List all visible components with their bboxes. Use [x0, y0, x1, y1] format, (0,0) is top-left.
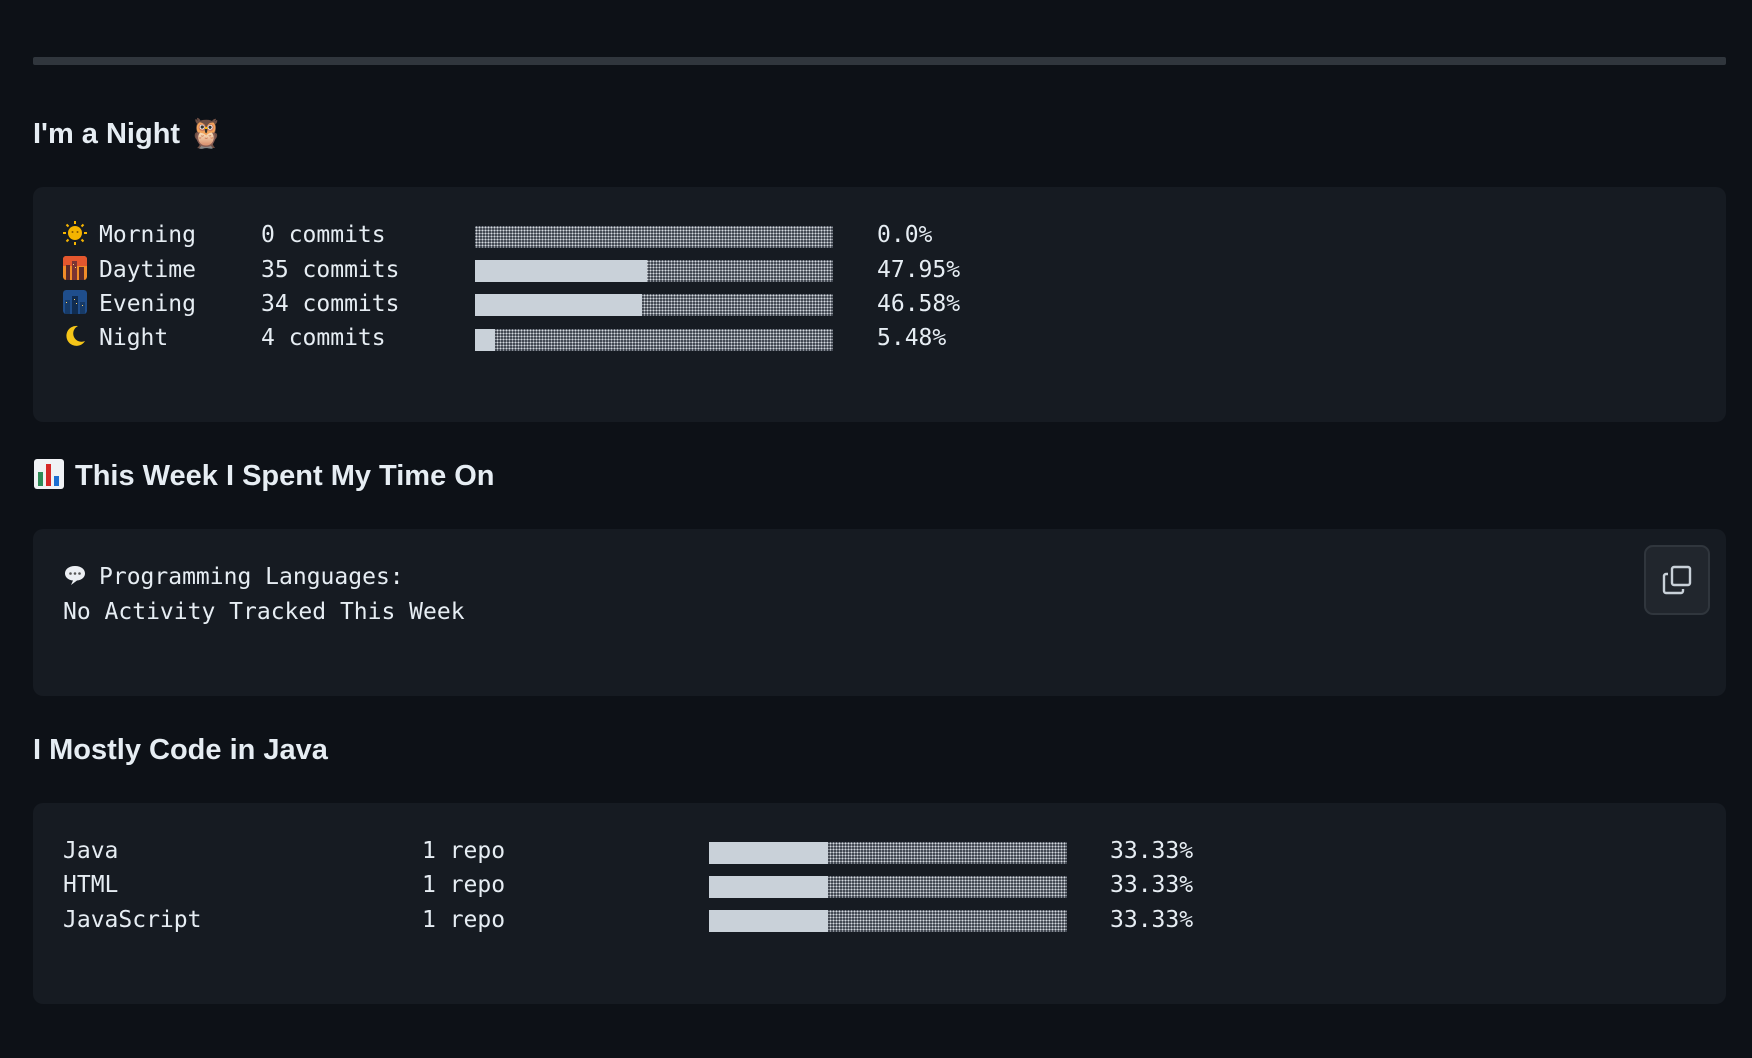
commit-count: 4 commits: [261, 325, 386, 351]
commit-progress-bar: [475, 226, 833, 248]
speech-bubble-icon: [65, 566, 85, 585]
commit-progress-bar: [475, 260, 833, 282]
commit-count: 0 commits: [261, 222, 386, 248]
night-owl-heading: I'm a Night 🦉: [33, 118, 225, 150]
commit-percent: 47.95%: [877, 257, 961, 283]
commit-label: Morning: [99, 222, 196, 248]
languages-heading: I Mostly Code in Java: [33, 734, 328, 766]
commit-progress-bar: [475, 294, 833, 316]
commit-label: Night: [99, 325, 169, 351]
languages-line: Programming Languages:: [63, 560, 404, 594]
crescent-moon-icon: [66, 325, 85, 346]
languages-code-block: [33, 803, 1726, 1004]
night-city-icon: [63, 290, 87, 314]
progress-fill: [709, 876, 829, 898]
commit-row-evening: Evening: [63, 287, 196, 321]
copy-button[interactable]: [1644, 545, 1710, 615]
commit-count: 35 commits: [261, 257, 400, 283]
languages-line-text: Programming Languages:: [99, 564, 404, 590]
cityscape-dusk-icon: [63, 256, 87, 280]
weekly-activity-code-block: [33, 529, 1726, 696]
commit-percent: 46.58%: [877, 291, 961, 317]
language-count: 1 repo: [422, 907, 506, 933]
language-count: 1 repo: [422, 838, 506, 864]
commit-row-night: Night: [63, 321, 168, 355]
language-percent: 33.33%: [1110, 872, 1194, 898]
progress-fill: [475, 294, 642, 316]
language-label: JavaScript: [63, 907, 202, 933]
language-progress-bar: [709, 842, 1067, 864]
progress-fill: [709, 910, 829, 932]
no-activity-text: No Activity Tracked This Week: [63, 599, 465, 625]
this-week-heading-text: This Week I Spent My Time On: [75, 460, 495, 492]
copy-icon: [1662, 565, 1692, 595]
commit-label: Evening: [99, 291, 196, 317]
language-label: HTML: [63, 872, 119, 898]
sun-icon: [63, 221, 87, 245]
language-count: 1 repo: [422, 872, 506, 898]
this-week-heading: This Week I Spent My Time On: [33, 458, 495, 494]
commit-progress-bar: [475, 329, 833, 351]
language-percent: 33.33%: [1110, 838, 1194, 864]
commit-row-daytime: Daytime: [63, 253, 196, 287]
commit-count: 34 commits: [261, 291, 400, 317]
language-label: Java: [63, 838, 119, 864]
language-progress-bar: [709, 876, 1067, 898]
language-percent: 33.33%: [1110, 907, 1194, 933]
commit-row-morning: Morning: [63, 218, 196, 252]
bar-chart-icon: [34, 459, 64, 489]
progress-fill: [475, 329, 495, 351]
progress-fill: [709, 842, 829, 864]
horizontal-rule: [33, 57, 1726, 65]
commit-time-code-block: [33, 187, 1726, 422]
commit-label: Daytime: [99, 257, 196, 283]
commit-percent: 5.48%: [877, 325, 947, 351]
progress-fill: [475, 260, 647, 282]
commit-percent: 0.0%: [877, 222, 933, 248]
language-progress-bar: [709, 910, 1067, 932]
